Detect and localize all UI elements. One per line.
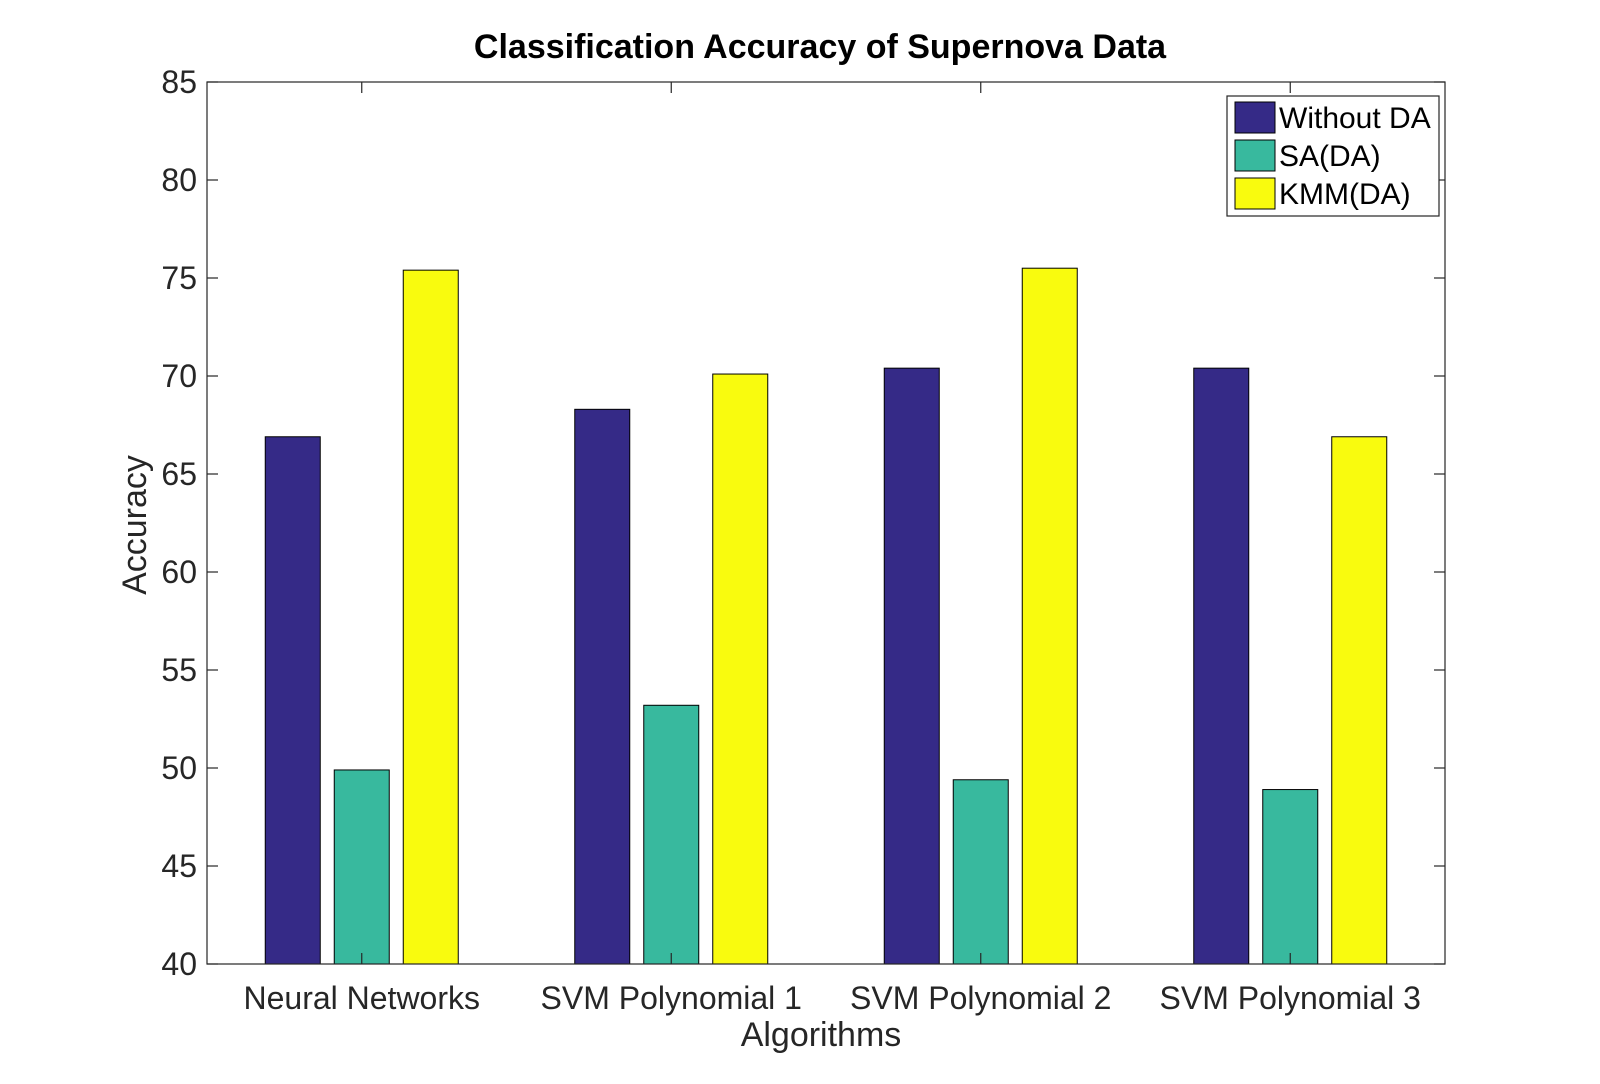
bar-1-4 bbox=[1193, 367, 1250, 965]
axes bbox=[206, 81, 1446, 965]
y-tick-label-1: 40 bbox=[161, 946, 197, 982]
bar-2-2 bbox=[643, 704, 700, 965]
bars bbox=[264, 267, 1388, 965]
bar-1-1 bbox=[264, 436, 321, 965]
bar-2-1 bbox=[333, 769, 390, 965]
x-axis-label: Algorithms bbox=[741, 1016, 902, 1054]
y-axis-label: Accuracy bbox=[116, 455, 154, 595]
y-tick-label-4: 55 bbox=[161, 652, 197, 688]
legend-swatch-3 bbox=[1234, 177, 1276, 210]
bar-2-4 bbox=[1262, 789, 1319, 965]
bar-3-3 bbox=[1021, 267, 1078, 965]
y-tick-label-5: 60 bbox=[161, 554, 197, 590]
legend: Without DA SA(DA) KMM(DA) bbox=[1226, 95, 1440, 217]
legend-label-1: Without DA bbox=[1279, 102, 1431, 135]
bar-1-3 bbox=[883, 367, 940, 965]
bar-3-2 bbox=[712, 373, 769, 965]
legend-swatch-2 bbox=[1234, 139, 1276, 172]
chart-title: Classification Accuracy of Supernova Dat… bbox=[474, 28, 1167, 66]
bar-1-2 bbox=[574, 408, 631, 965]
x-tick-label-4: SVM Polynomial 3 bbox=[1160, 980, 1421, 1016]
y-tick-label-2: 45 bbox=[161, 848, 197, 884]
y-tick-label-7: 70 bbox=[161, 358, 197, 394]
y-tick-label-3: 50 bbox=[161, 750, 197, 786]
x-tick-labels: Neural Networks SVM Polynomial 1 SVM Polyn… bbox=[243, 980, 1420, 1016]
legend-label-3: KMM(DA) bbox=[1279, 178, 1411, 211]
legend-label-2: SA(DA) bbox=[1279, 140, 1381, 173]
bar-3-4 bbox=[1331, 436, 1388, 965]
axes-box bbox=[206, 81, 1446, 965]
bar-3-1 bbox=[402, 269, 459, 965]
x-tick-label-3: SVM Polynomial 2 bbox=[850, 980, 1111, 1016]
y-tick-label-10: 85 bbox=[161, 64, 197, 100]
y-tick-labels: 40 45 50 55 60 65 70 75 80 85 bbox=[161, 64, 197, 982]
y-tick-label-8: 75 bbox=[161, 260, 197, 296]
x-tick-label-1: Neural Networks bbox=[243, 980, 480, 1016]
ticks bbox=[207, 81, 1445, 965]
bar-2-3 bbox=[952, 779, 1009, 965]
y-tick-label-6: 65 bbox=[161, 456, 197, 492]
x-tick-label-2: SVM Polynomial 1 bbox=[541, 980, 802, 1016]
legend-swatch-1 bbox=[1234, 101, 1276, 134]
y-tick-label-9: 80 bbox=[161, 162, 197, 198]
